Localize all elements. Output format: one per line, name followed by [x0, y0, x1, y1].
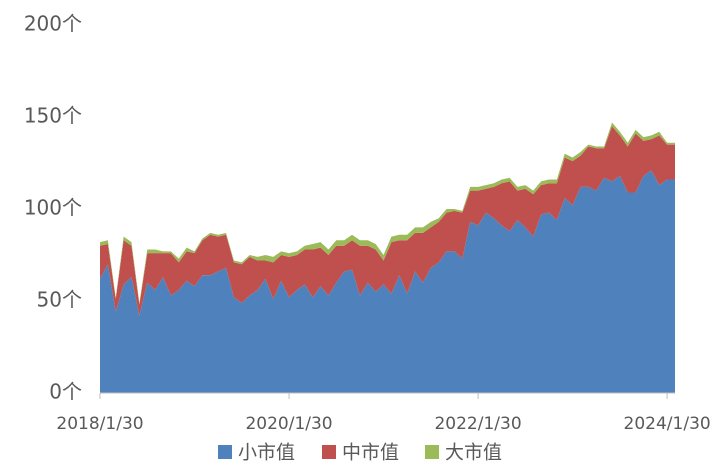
legend-label: 小市值	[238, 442, 295, 464]
area	[100, 170, 675, 393]
y-tick-label: 200个	[24, 12, 82, 36]
x-tick-label: 2022/1/30	[434, 414, 521, 434]
x-tick-label: 2024/1/30	[624, 414, 711, 434]
area	[100, 126, 675, 316]
y-tick-label: 50个	[37, 288, 82, 312]
legend-swatch	[218, 445, 232, 459]
y-tick-label: 100个	[24, 196, 82, 220]
legend-swatch	[425, 445, 439, 459]
legend-label: 中市值	[342, 442, 399, 464]
x-tick-label: 2018/1/30	[56, 414, 143, 434]
legend-label: 大市值	[445, 442, 502, 464]
y-tick-label: 0个	[49, 380, 82, 404]
y-tick-label: 150个	[24, 104, 82, 128]
x-tick-label: 2020/1/30	[245, 414, 332, 434]
legend-swatch	[322, 445, 336, 459]
